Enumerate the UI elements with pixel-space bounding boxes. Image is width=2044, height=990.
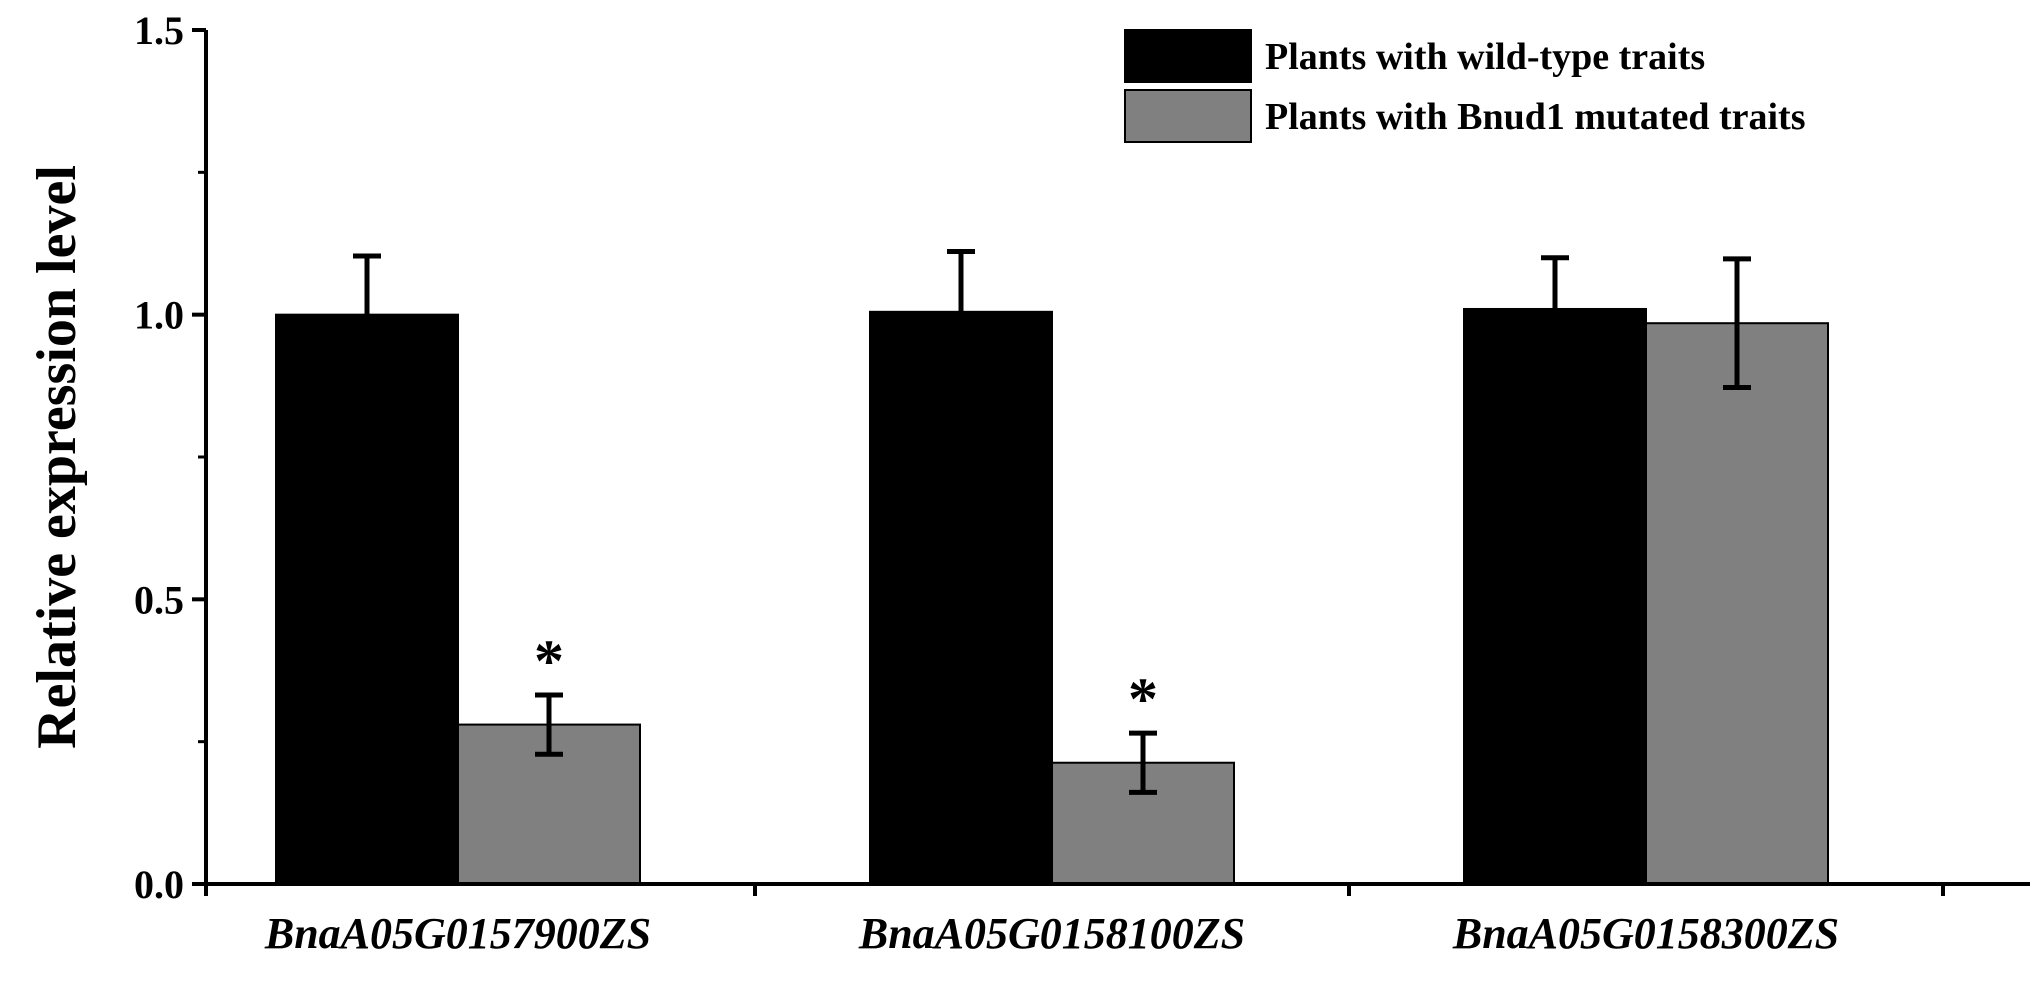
bar-series1-cat3 <box>1463 307 1647 885</box>
legend-label: Plants with wild-type traits <box>1265 36 1705 78</box>
significance-mark: * <box>1128 666 1158 732</box>
significance-mark: * <box>534 628 564 694</box>
y-axis-title: Relative expression level <box>26 165 88 749</box>
legend: Plants with wild-type traits Plants with … <box>1124 29 1806 143</box>
legend-swatch <box>1124 29 1252 83</box>
ticks-layer <box>192 28 1945 896</box>
x-tick-label: BnaA05G0157900ZS <box>264 909 651 958</box>
x-tick-label: BnaA05G0158300ZS <box>1452 909 1839 958</box>
labels-layer: BnaA05G0157900ZS BnaA05G0158100ZS BnaA05G0… <box>134 8 1839 958</box>
y-tick-label: 0.5 <box>134 577 184 622</box>
bar-series2-cat3 <box>1645 322 1829 885</box>
bars-layer <box>275 307 1829 885</box>
y-tick-label: 1.5 <box>134 8 184 53</box>
y-tick-label: 0.0 <box>134 862 184 907</box>
bar-series1-cat1 <box>275 313 459 885</box>
error-bars-layer <box>353 248 1751 795</box>
legend-swatch <box>1124 89 1252 143</box>
bar-series1-cat2 <box>869 310 1053 885</box>
x-tick-label: BnaA05G0158100ZS <box>858 909 1245 958</box>
legend-label: Plants with Bnud1 mutated traits <box>1265 96 1806 138</box>
y-tick-label: 1.0 <box>134 293 184 338</box>
